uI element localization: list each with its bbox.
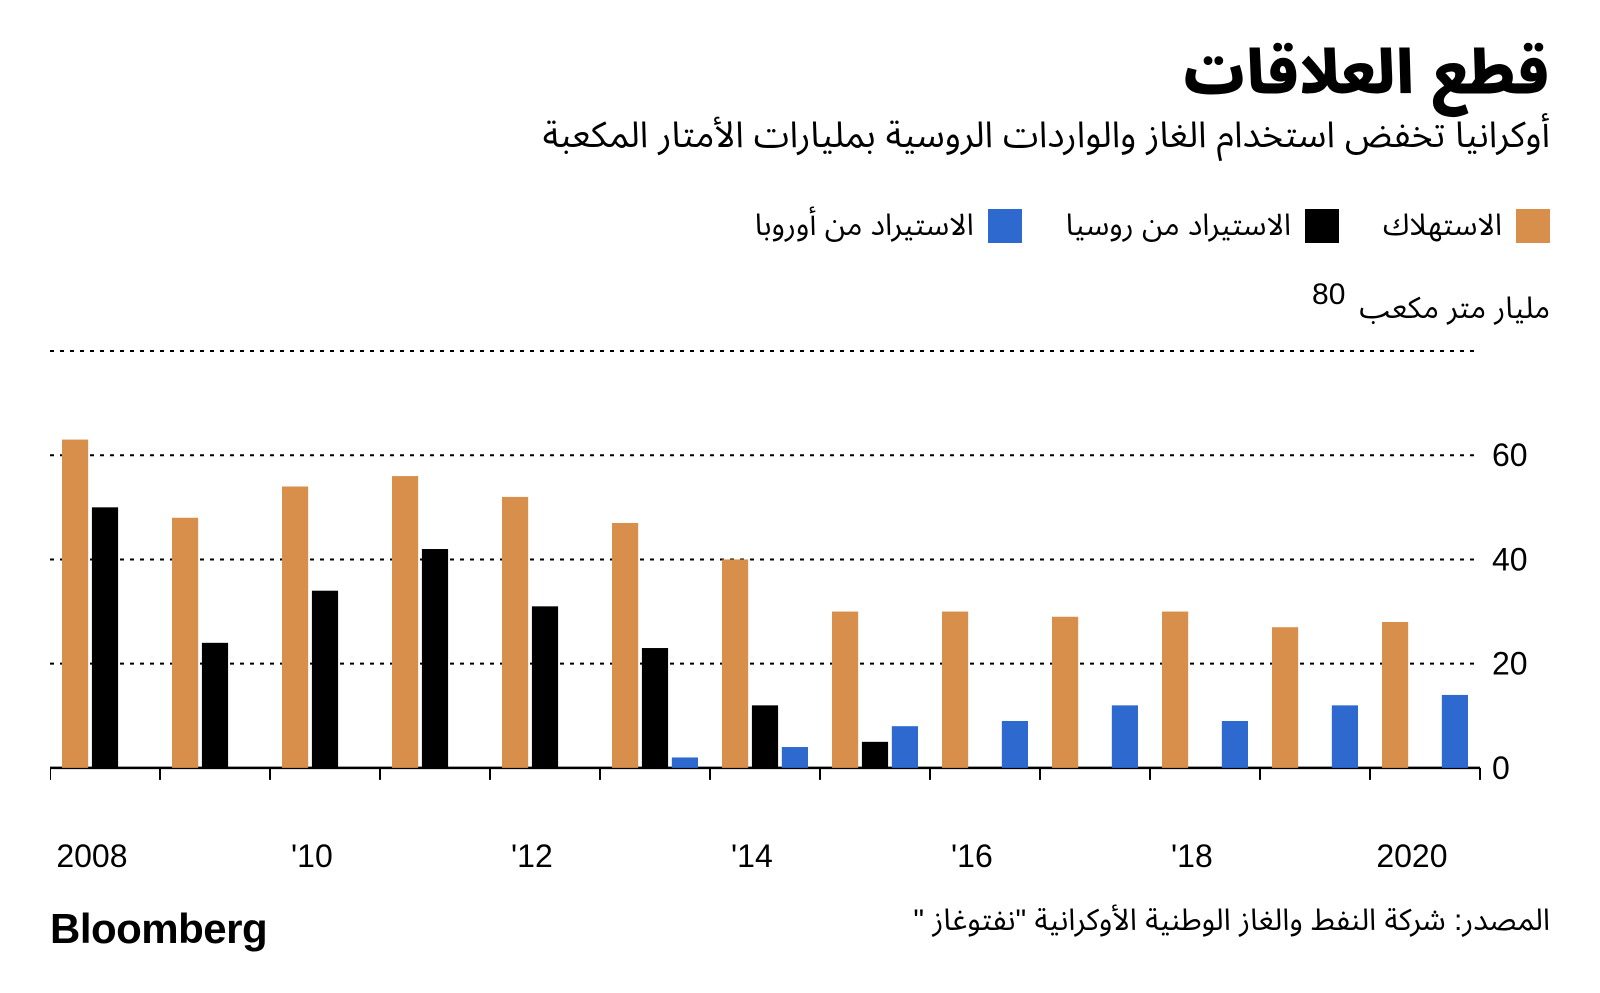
y-unit-label: مليار متر مكعب <box>1359 278 1550 341</box>
legend-label-russia: الاستيراد من روسيا <box>1066 195 1291 258</box>
bar-russia <box>92 507 118 768</box>
bar-consumption <box>392 476 418 768</box>
bar-russia <box>752 705 778 768</box>
legend-item-consumption: الاستهلاك <box>1383 195 1550 258</box>
bar-consumption <box>502 497 528 768</box>
brand-logo: Bloomberg <box>50 905 267 953</box>
bar-europe <box>672 757 698 767</box>
bar-europe <box>1442 695 1468 768</box>
y-top-tick: 80 <box>1312 278 1345 341</box>
bar-russia <box>862 742 888 768</box>
chart-title: قطع العلاقات <box>50 40 1550 106</box>
legend-item-russia: الاستيراد من روسيا <box>1066 195 1339 258</box>
legend-label-consumption: الاستهلاك <box>1383 195 1502 258</box>
y-tick-label: 0 <box>1492 750 1510 786</box>
x-tick-label: '12 <box>511 838 553 874</box>
bar-europe <box>892 726 918 768</box>
bar-europe <box>1222 721 1248 768</box>
x-tick-label: '10 <box>291 838 333 874</box>
bar-consumption <box>1272 627 1298 768</box>
swatch-russia <box>1305 209 1339 243</box>
bar-russia <box>202 643 228 768</box>
bar-consumption <box>722 559 748 767</box>
bar-consumption <box>612 523 638 768</box>
source-line: المصدر: شركة النفط والغاز الوطنية الأوكر… <box>913 890 1550 953</box>
bar-chart: 0 20 40 60 2008 '10 '12 '14 '16 '18 2020 <box>50 345 1550 885</box>
bar-consumption <box>282 486 308 767</box>
y-tick-label: 20 <box>1492 645 1528 681</box>
legend-label-europe: الاستيراد من أوروبا <box>755 195 974 258</box>
chart-subtitle: أوكرانيا تخفض استخدام الغاز والواردات ال… <box>50 112 1550 159</box>
x-tick-label: '16 <box>951 838 993 874</box>
swatch-europe <box>988 209 1022 243</box>
bar-europe <box>1002 721 1028 768</box>
x-tick-label: '14 <box>731 838 773 874</box>
bar-consumption <box>1382 622 1408 768</box>
bar-europe <box>782 747 808 768</box>
bar-consumption <box>62 439 88 767</box>
bar-russia <box>642 648 668 768</box>
legend: الاستهلاك الاستيراد من روسيا الاستيراد م… <box>50 195 1550 258</box>
y-tick-label: 60 <box>1492 437 1528 473</box>
bar-consumption <box>172 518 198 768</box>
bar-consumption <box>942 611 968 767</box>
bar-consumption <box>832 611 858 767</box>
bar-consumption <box>1052 617 1078 768</box>
bar-europe <box>1112 705 1138 768</box>
chart-page: قطع العلاقات أوكرانيا تخفض استخدام الغاز… <box>0 0 1600 993</box>
bar-russia <box>422 549 448 768</box>
bar-russia <box>532 606 558 768</box>
bar-consumption <box>1162 611 1188 767</box>
x-tick-label: 2008 <box>56 838 127 874</box>
y-tick-label: 40 <box>1492 541 1528 577</box>
swatch-consumption <box>1516 209 1550 243</box>
legend-item-europe: الاستيراد من أوروبا <box>755 195 1022 258</box>
x-tick-label: '18 <box>1171 838 1213 874</box>
footer: Bloomberg المصدر: شركة النفط والغاز الوط… <box>50 890 1550 953</box>
bar-europe <box>1332 705 1358 768</box>
y-axis-unit: مليار متر مكعب 80 <box>50 278 1550 341</box>
x-tick-label: 2020 <box>1376 838 1447 874</box>
bar-russia <box>312 591 338 768</box>
